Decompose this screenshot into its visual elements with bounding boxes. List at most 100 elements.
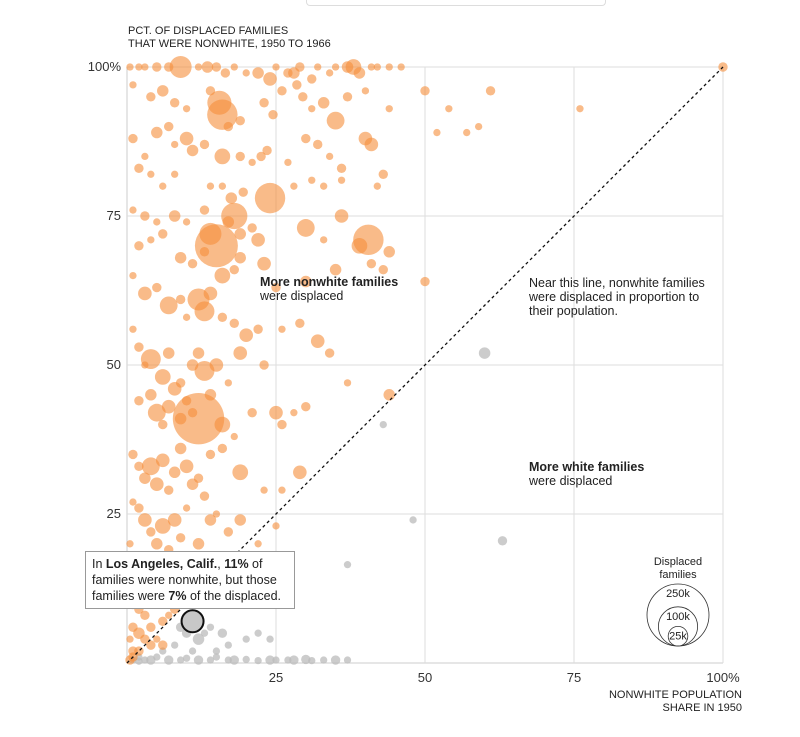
x-tick-75: 75 <box>567 670 581 685</box>
data-point-above <box>159 296 178 315</box>
data-point-below <box>200 629 209 637</box>
annotation-near-line-2: were displaced in proportion to <box>528 290 699 304</box>
callout-pct1: 11% <box>224 557 249 571</box>
data-point-above <box>295 318 305 328</box>
data-point-above <box>293 465 307 480</box>
data-point-above <box>259 98 269 108</box>
data-point-above <box>239 328 253 343</box>
data-point-above <box>272 63 280 71</box>
data-point-above <box>165 611 173 619</box>
data-point-above <box>151 126 163 139</box>
data-point-above <box>126 635 134 643</box>
data-point-below <box>171 641 179 649</box>
data-point-above <box>129 81 137 89</box>
data-point-above <box>182 504 191 512</box>
data-point-above <box>152 62 162 72</box>
annotation-more-nonwhite-bold: More nonwhite families <box>260 275 398 289</box>
data-point-above <box>292 80 302 90</box>
x-tick-25: 25 <box>269 670 283 685</box>
data-point-below <box>301 654 311 665</box>
data-point-above <box>284 158 292 167</box>
data-point-above <box>235 151 245 162</box>
data-point-above <box>164 485 174 495</box>
data-point-above <box>242 69 250 77</box>
data-point-above <box>300 275 312 288</box>
data-point-above <box>126 540 134 548</box>
data-point-below <box>265 655 275 665</box>
data-point-above <box>247 407 257 418</box>
data-point-below <box>182 654 191 662</box>
data-point-above <box>223 527 234 537</box>
data-point-above <box>141 457 160 476</box>
data-point-above <box>129 325 137 333</box>
data-point-above <box>199 139 210 150</box>
data-point-above <box>192 538 205 550</box>
data-point-above <box>179 459 194 474</box>
legend-title-line2: families <box>659 569 697 581</box>
data-point-above <box>217 312 228 323</box>
data-point-above <box>337 176 346 184</box>
y-tick-25: 25 <box>107 506 121 521</box>
data-point-above <box>211 62 222 72</box>
data-point-above <box>251 233 265 247</box>
data-point-above <box>326 111 345 130</box>
data-point-above <box>169 98 180 108</box>
data-point-above <box>157 85 169 97</box>
data-point-above <box>336 163 347 174</box>
annotation-near-line-3: their population. <box>529 304 618 318</box>
data-point-above <box>138 513 152 527</box>
data-point-above <box>290 182 298 190</box>
annotation-more-nonwhite-rest: were displaced <box>259 289 343 303</box>
data-point-above <box>238 187 248 197</box>
data-point-above <box>201 61 214 73</box>
data-point-above <box>385 105 393 113</box>
data-point-below <box>176 656 185 664</box>
data-point-above <box>167 382 182 396</box>
data-point-above <box>342 92 353 102</box>
highlight-point-los-angeles[interactable] <box>180 609 205 634</box>
data-point-below <box>289 655 299 665</box>
annotation-near-line-1: Near this line, nonwhite families <box>529 276 705 290</box>
data-point-above <box>164 121 174 132</box>
data-point-above <box>192 347 205 359</box>
data-point-above <box>140 634 150 644</box>
data-point-above <box>445 105 453 113</box>
legend-circles: 250k 100k 25k <box>646 583 710 647</box>
data-point-above <box>307 74 317 84</box>
data-point-above <box>296 219 315 237</box>
data-point-above <box>209 358 224 372</box>
data-point-above <box>234 514 246 526</box>
legend-circle-25k <box>667 625 689 647</box>
data-point-above <box>214 416 231 433</box>
data-point-above <box>182 313 191 321</box>
data-point-above <box>186 144 199 157</box>
data-point-below <box>343 561 352 569</box>
data-point-above <box>383 246 395 258</box>
data-point-above <box>193 473 204 483</box>
data-point-above <box>324 348 335 358</box>
data-point-above <box>128 449 138 460</box>
data-point-above <box>367 63 376 71</box>
data-point-above <box>140 211 150 221</box>
data-point-above <box>168 466 181 479</box>
data-point-above <box>366 258 377 269</box>
data-point-above <box>141 152 149 161</box>
data-point-above <box>229 318 239 328</box>
data-point-above <box>199 491 210 501</box>
data-point-above <box>134 342 144 352</box>
data-point-above <box>174 442 187 455</box>
data-point-above <box>256 151 266 162</box>
data-point-above <box>172 392 225 445</box>
data-point-above <box>171 170 179 178</box>
data-point-above <box>141 63 149 71</box>
data-point-above <box>128 133 138 144</box>
data-point-above <box>353 67 366 79</box>
data-point-above <box>263 72 277 86</box>
data-point-above <box>162 347 175 359</box>
x-tick-100: 100% <box>706 670 740 685</box>
data-point-above <box>397 63 405 71</box>
data-point-below <box>497 536 508 546</box>
data-point-above <box>158 419 168 430</box>
y-tick-50: 50 <box>107 357 121 372</box>
